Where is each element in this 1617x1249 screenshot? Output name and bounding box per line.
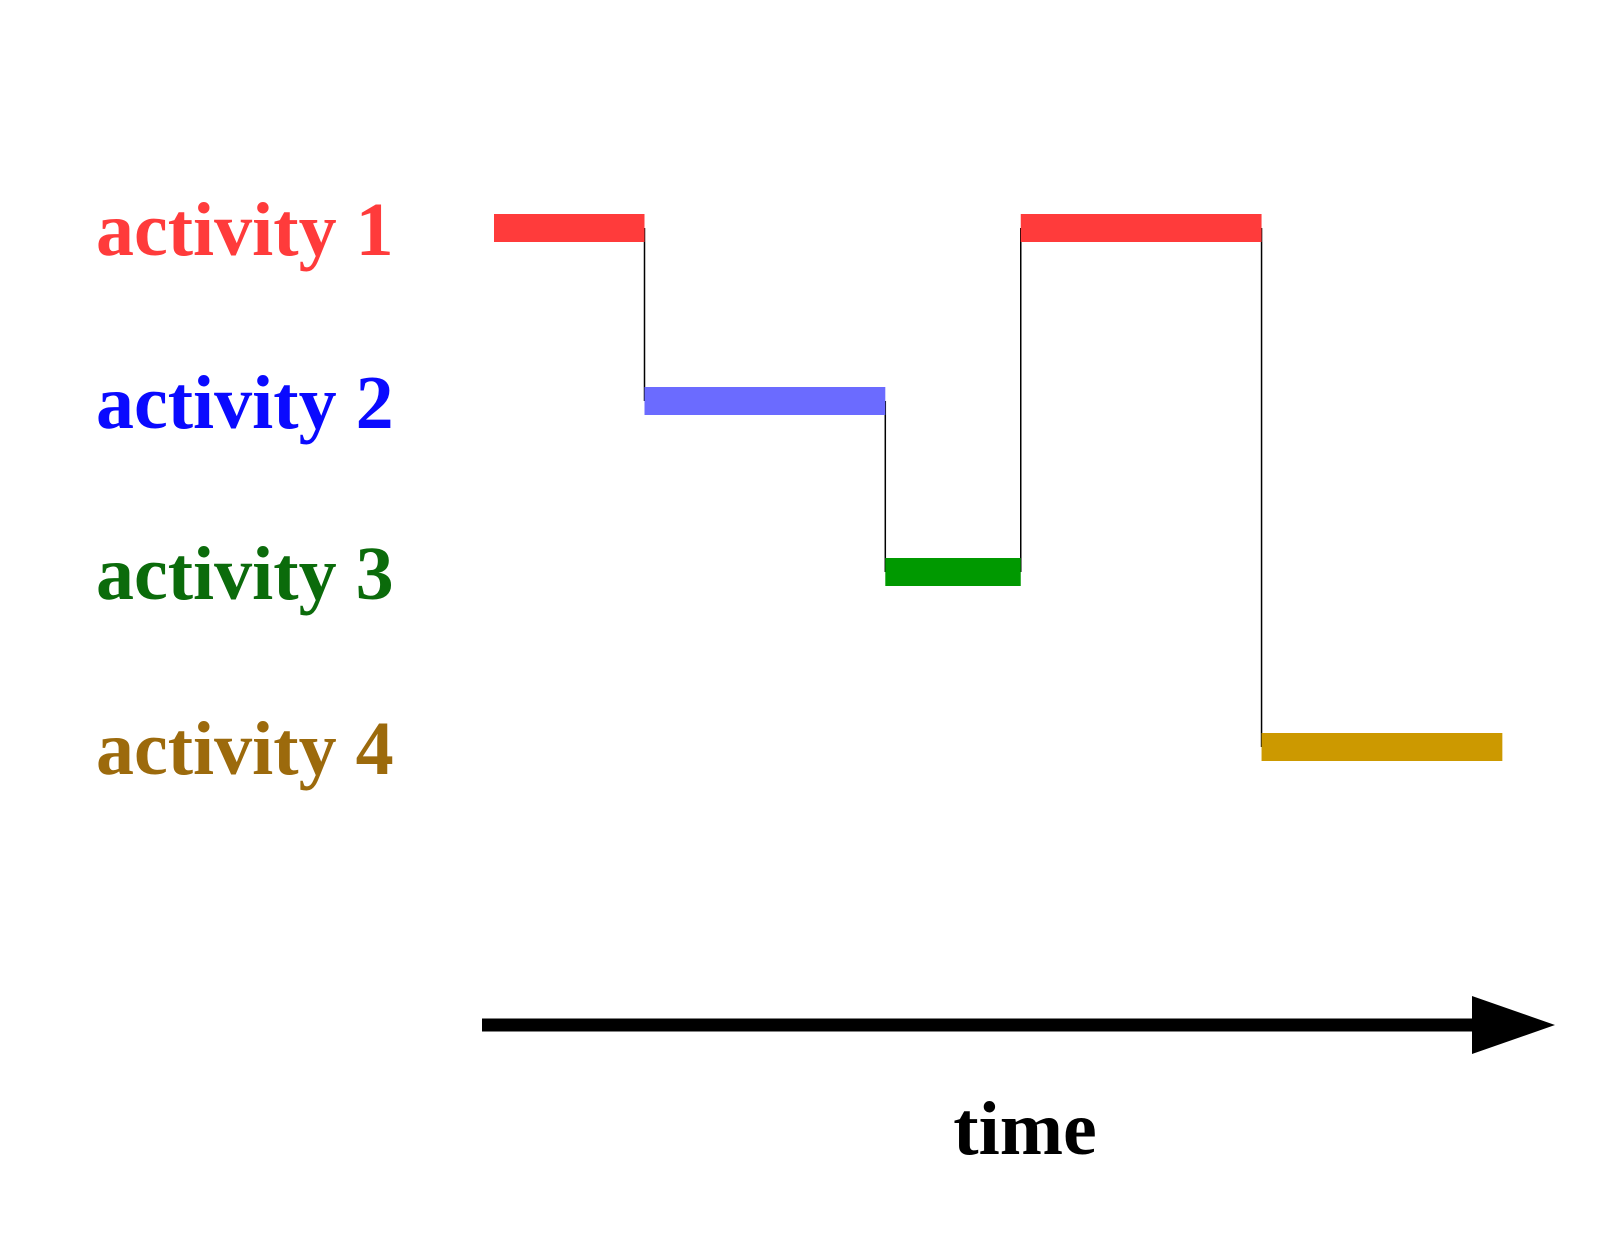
activity-label-1: activity 1 [96, 188, 394, 272]
time-axis: time [482, 996, 1555, 1171]
segment-3-activity-3 [885, 558, 1021, 586]
time-axis-label: time [953, 1087, 1096, 1171]
time-axis-arrowhead [1472, 996, 1555, 1054]
transition-connectors [643, 228, 1263, 747]
segment-4-activity-1 [1020, 214, 1262, 242]
segment-1-activity-1 [494, 214, 645, 242]
activity-label-4: activity 4 [96, 707, 394, 791]
activity-label-2: activity 2 [96, 361, 394, 445]
activity-label-3: activity 3 [96, 532, 394, 616]
activity-segments [494, 214, 1503, 761]
activity-labels: activity 1 activity 2 activity 3 activity 4 [96, 188, 394, 791]
segment-2-activity-2 [644, 387, 886, 415]
segment-5-activity-4 [1261, 733, 1503, 761]
